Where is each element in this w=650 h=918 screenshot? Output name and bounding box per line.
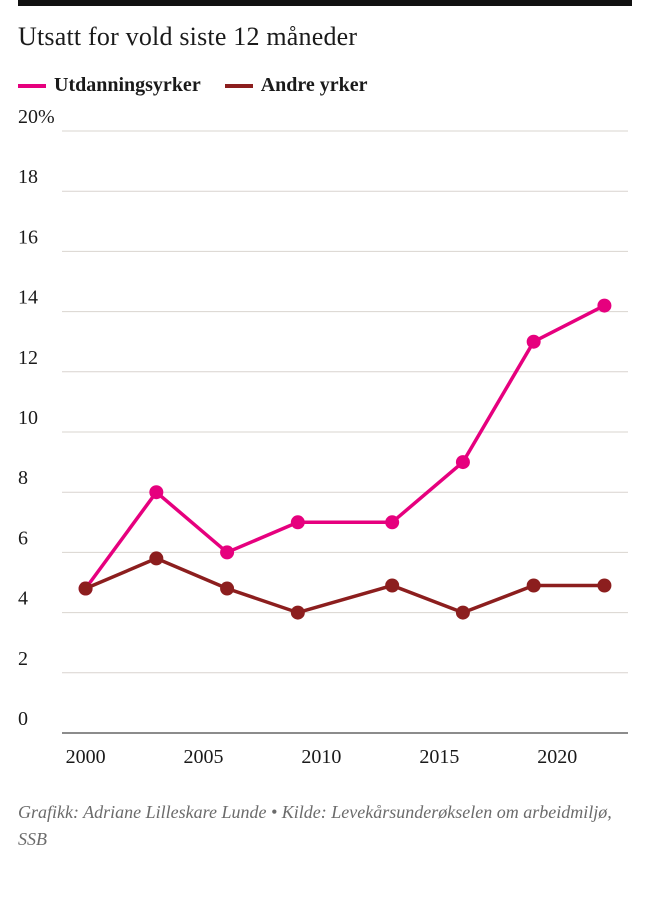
svg-text:2020: 2020: [537, 746, 577, 768]
svg-text:8: 8: [18, 467, 28, 489]
svg-text:2: 2: [18, 648, 28, 670]
chart-title: Utsatt for vold siste 12 måneder: [18, 22, 632, 52]
top-rule: [18, 0, 632, 6]
legend: Utdanningsyrker Andre yrker: [18, 74, 632, 97]
legend-item-series1: Utdanningsyrker: [18, 74, 201, 97]
line-chart-svg: 0 2 4 6 8 10 12 14 16 18 20% 2000 2005 2010 2015 2020: [18, 107, 632, 787]
svg-text:18: 18: [18, 166, 38, 188]
svg-text:6: 6: [18, 527, 28, 549]
svg-text:10: 10: [18, 407, 38, 429]
svg-text:2005: 2005: [184, 746, 224, 768]
credit-line: Grafikk: Adriane Lilleskare Lunde • Kild…: [18, 799, 632, 853]
legend-label-series1: Utdanningsyrker: [54, 74, 201, 97]
svg-text:2015: 2015: [419, 746, 459, 768]
legend-swatch-series1: [18, 84, 46, 88]
chart-card: Utsatt for vold siste 12 måneder Utdanni…: [0, 0, 650, 918]
svg-text:14: 14: [18, 287, 38, 309]
svg-text:16: 16: [18, 226, 38, 248]
svg-text:12: 12: [18, 347, 38, 369]
legend-label-series2: Andre yrker: [261, 74, 368, 97]
chart-area: 0 2 4 6 8 10 12 14 16 18 20% 2000 2005 2010 2015 2020: [18, 107, 632, 787]
legend-swatch-series2: [225, 84, 253, 88]
svg-text:0: 0: [18, 708, 28, 730]
svg-text:2010: 2010: [301, 746, 341, 768]
legend-item-series2: Andre yrker: [225, 74, 368, 97]
svg-text:2000: 2000: [66, 746, 106, 768]
svg-text:4: 4: [18, 588, 28, 610]
svg-text:20%: 20%: [18, 107, 55, 128]
